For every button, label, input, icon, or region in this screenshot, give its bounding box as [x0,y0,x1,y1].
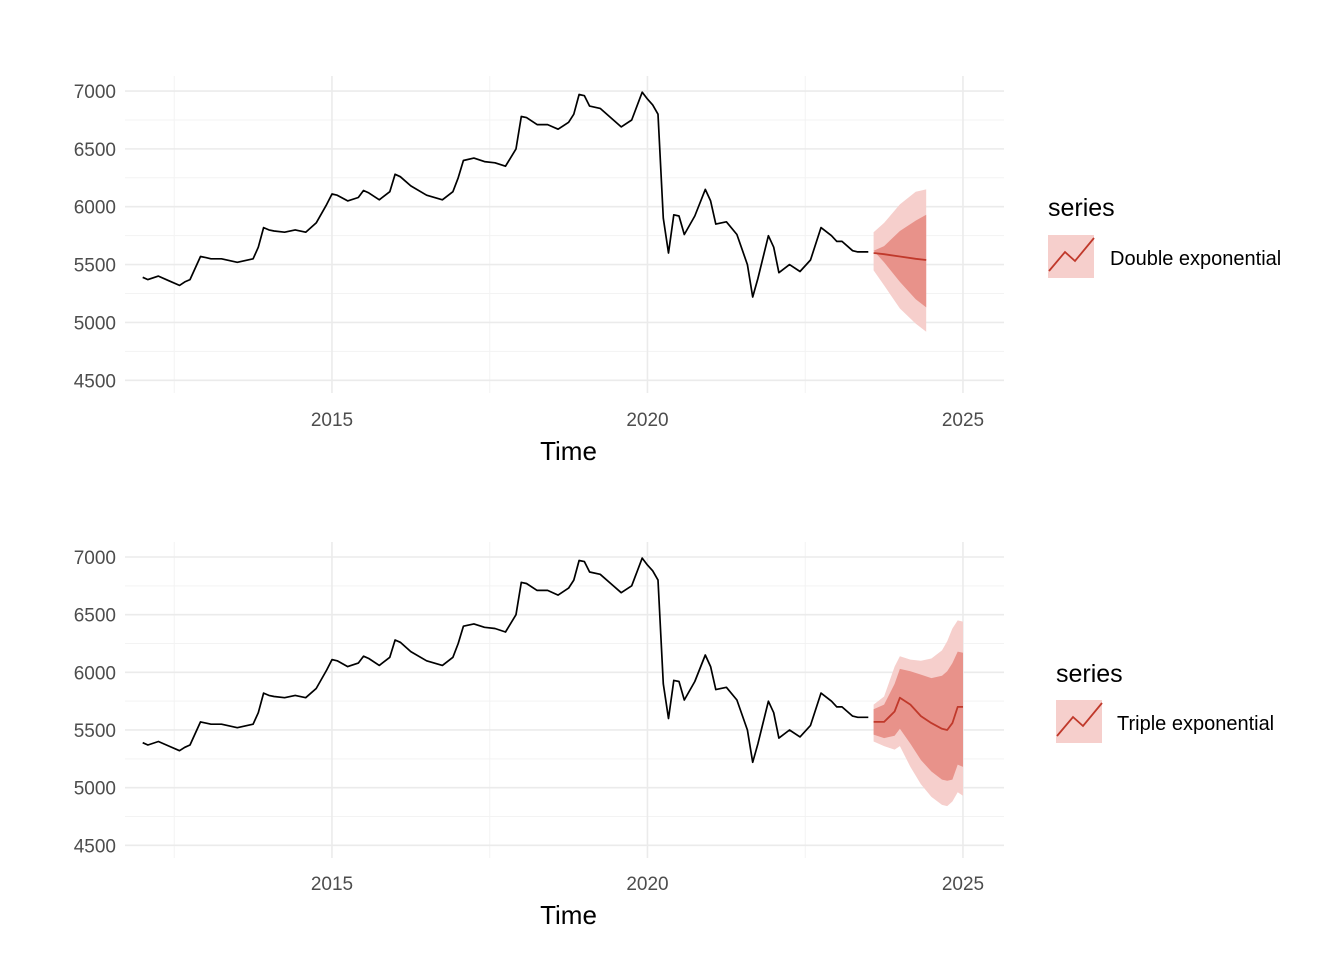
forecast-80-interval [873,651,963,781]
forecast-80-interval [873,214,927,308]
x-tick-label: 2020 [626,874,668,895]
actual-series-line [142,91,869,298]
legend-label: Double exponential [1110,248,1281,270]
x-tick-label: 2020 [626,410,668,431]
x-tick-label: 2015 [311,874,353,895]
chart-panel-2: 4500 5000 5500 6000 6500 7000 2015 2020 2025 Time… [74,542,1274,930]
y-tick-label: 5000 [74,313,116,334]
x-axis-title: Time [540,900,597,930]
y-tick-label: 6000 [74,663,116,684]
forecast-mean-line [873,252,927,261]
x-tick-label: 2015 [311,410,353,431]
x-tick-label: 2025 [942,410,984,431]
x-axis-title: Time [540,436,597,466]
chart-panel-1: 4500 5000 5500 6000 6500 7000 2015 2020 2025 Time… [74,76,1281,466]
y-tick-label: 5500 [74,721,116,742]
y-tick-label: 6000 [74,198,116,219]
legend-key-line [1048,237,1095,272]
x-tick-label: 2025 [942,874,984,895]
y-tick-label: 5000 [74,779,116,800]
y-tick-label: 4500 [74,836,116,857]
legend: series Triple exponential [1056,660,1274,743]
actual-series-line [142,557,869,764]
grid [125,542,1004,858]
y-tick-label: 7000 [74,82,116,103]
y-tick-label: 6500 [74,606,116,627]
forecast-mean-line [873,696,963,731]
legend-title: series [1056,660,1123,688]
legend-label: Triple exponential [1117,713,1274,735]
legend-key-line [1056,702,1103,737]
y-tick-label: 5500 [74,256,116,277]
grid [125,76,1004,393]
y-tick-label: 7000 [74,548,116,569]
y-tick-label: 4500 [74,371,116,392]
legend: series Double exponential [1048,194,1281,278]
legend-title: series [1048,194,1115,222]
y-tick-label: 6500 [74,140,116,161]
